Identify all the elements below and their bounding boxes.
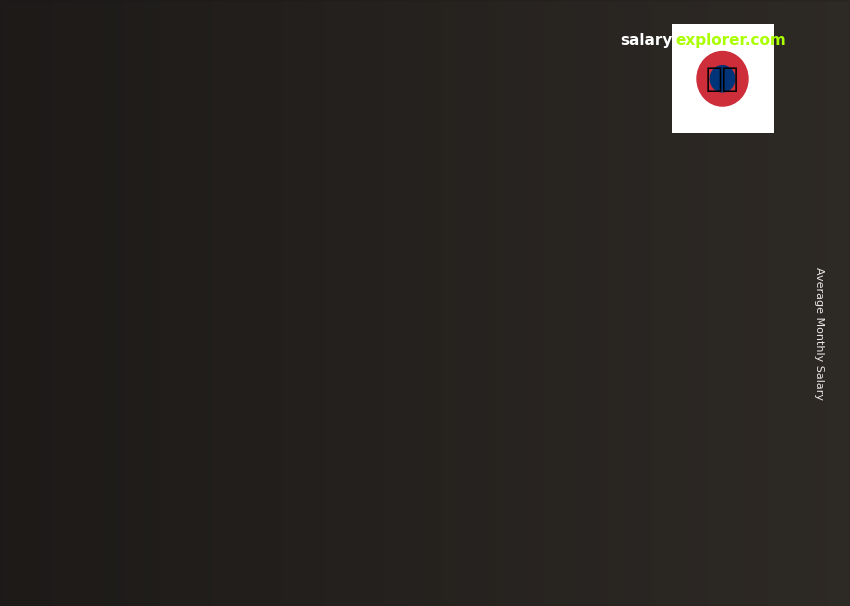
Text: Average Monthly Salary: Average Monthly Salary xyxy=(814,267,824,400)
Text: 🇰🇷: 🇰🇷 xyxy=(706,65,740,93)
Text: +14%: +14% xyxy=(205,304,276,324)
Bar xyxy=(281,348,380,515)
Bar xyxy=(642,230,740,244)
Bar xyxy=(380,348,388,515)
Bar xyxy=(560,280,569,515)
Text: Korea (South): Korea (South) xyxy=(42,192,196,211)
Text: 5,360,000 KRW: 5,360,000 KRW xyxy=(640,208,742,221)
Text: +41%: +41% xyxy=(385,241,456,261)
Text: Digital Construction Manager: Digital Construction Manager xyxy=(42,156,327,175)
Bar xyxy=(200,369,208,515)
Text: +21%: +21% xyxy=(565,198,637,218)
Bar xyxy=(462,280,560,515)
Text: 4,420,000 KRW: 4,420,000 KRW xyxy=(460,258,562,271)
Bar xyxy=(462,280,560,292)
Circle shape xyxy=(697,52,748,106)
Text: 2,750,000 KRW: 2,750,000 KRW xyxy=(99,347,201,359)
Text: Salary Comparison By Education: Salary Comparison By Education xyxy=(42,118,599,147)
Bar xyxy=(281,348,380,356)
Text: explorer.com: explorer.com xyxy=(676,33,786,48)
Text: 3,140,000 KRW: 3,140,000 KRW xyxy=(280,325,382,339)
Bar xyxy=(101,369,200,515)
Bar xyxy=(740,230,748,515)
Circle shape xyxy=(711,65,734,92)
Text: salary: salary xyxy=(620,33,673,48)
Bar xyxy=(642,230,740,515)
Bar xyxy=(101,369,200,376)
